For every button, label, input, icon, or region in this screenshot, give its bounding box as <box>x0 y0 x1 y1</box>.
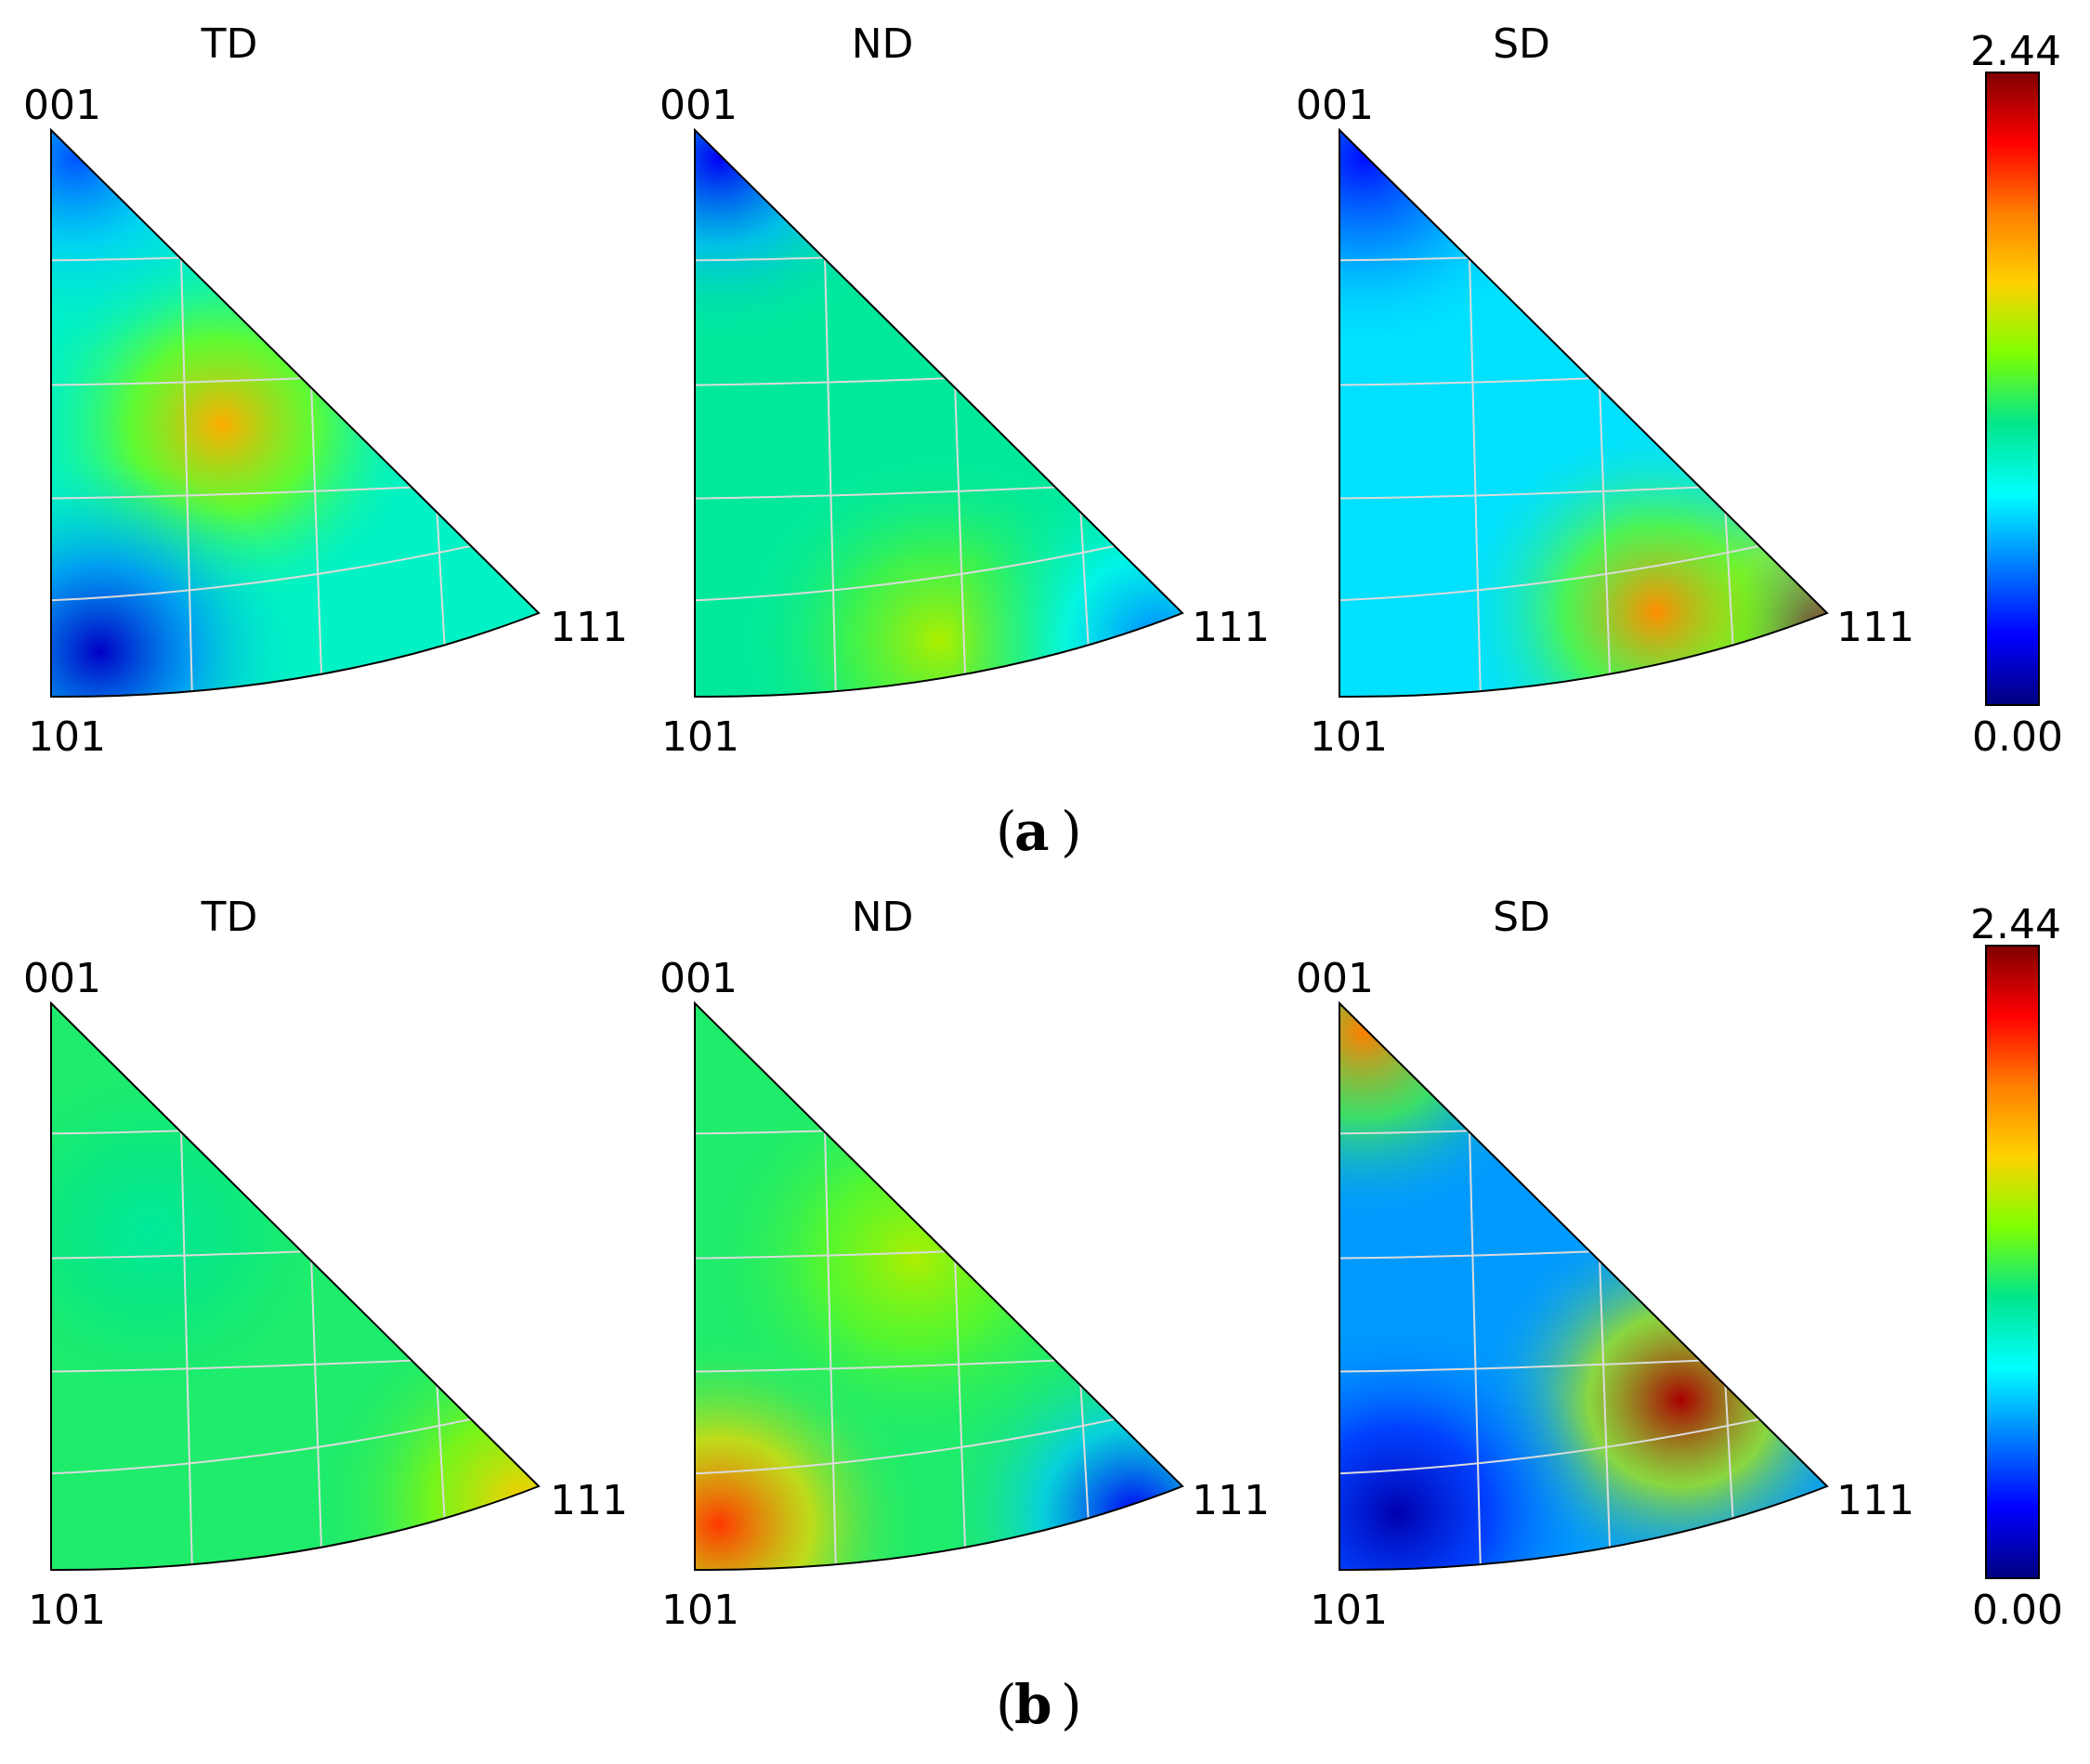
ipf-density-field <box>1339 130 1827 698</box>
ipf-title: TD <box>201 20 258 68</box>
density-hotspot <box>1451 419 1827 698</box>
colorbar-gradient <box>1985 945 2040 1579</box>
ipf-plot-a-td: TD 001 101 111 <box>23 20 628 761</box>
colorbar-min-label: 0.00 <box>1972 1587 2063 1634</box>
colorbar-max-label: 2.44 <box>1970 901 2061 948</box>
ipf-title: ND <box>852 20 914 68</box>
ipf-title: TD <box>201 894 258 941</box>
panel-a: TD 001 101 111 ND 001 101 111 SD 001 101… <box>23 20 2063 863</box>
corner-label-101: 101 <box>28 1587 106 1634</box>
density-hotspot <box>709 1065 1119 1451</box>
ipf-triangle-outline <box>50 1000 541 1572</box>
ipf-plot-b-nd: ND 001 101 111 <box>660 894 1270 1634</box>
ipf-density-field <box>695 130 1182 698</box>
ipf-triangle-outline <box>50 127 541 699</box>
corner-label-001: 001 <box>1296 955 1374 1002</box>
density-hotspot <box>1339 1320 1603 1571</box>
ipf-plot-a-sd: SD 001 101 111 <box>1296 20 1914 761</box>
ipf-title: SD <box>1493 894 1550 941</box>
colorbar-a: 2.44 0.00 <box>1970 28 2063 761</box>
ipf-title: SD <box>1493 20 1550 68</box>
panel-letter: b <box>1014 1673 1052 1736</box>
panel-b: TD 001 101 111 ND 001 101 111 SD 001 101… <box>23 894 2063 1736</box>
corner-label-001: 001 <box>660 82 738 129</box>
ipf-triangle-outline <box>694 1000 1184 1572</box>
panel-letter: a <box>1014 800 1050 863</box>
ipf-title: ND <box>852 894 914 941</box>
corner-label-001: 001 <box>1296 82 1374 129</box>
corner-label-101: 101 <box>661 1587 739 1634</box>
corner-label-101: 101 <box>661 713 739 761</box>
corner-label-101: 101 <box>1310 713 1388 761</box>
ipf-plot-b-td: TD 001 101 111 <box>23 894 628 1634</box>
svg-text:): ) <box>1061 800 1082 863</box>
ipf-plot-a-nd: ND 001 101 111 <box>660 20 1270 761</box>
svg-text:): ) <box>1061 1673 1082 1736</box>
corner-label-111: 111 <box>550 604 628 651</box>
corner-label-111: 111 <box>1836 1477 1914 1524</box>
corner-label-001: 001 <box>23 82 101 129</box>
ipf-triangle-outline <box>694 127 1184 699</box>
colorbar-gradient <box>1985 72 2040 706</box>
colorbar-max-label: 2.44 <box>1970 28 2061 75</box>
corner-label-111: 111 <box>1192 1477 1270 1524</box>
svg-text:(: ( <box>996 1673 1017 1736</box>
ipf-density-field <box>1339 1003 1827 1571</box>
ipf-plot-b-sd: SD 001 101 111 <box>1296 894 1914 1634</box>
density-hotspot <box>319 1309 539 1571</box>
panel-caption-b: ( b ) <box>996 1673 1082 1736</box>
density-hotspot <box>51 458 305 698</box>
corner-label-001: 001 <box>660 955 738 1002</box>
ipf-density-field <box>51 1003 539 1571</box>
corner-label-111: 111 <box>1192 604 1270 651</box>
corner-label-111: 111 <box>1836 604 1914 651</box>
density-hotspot <box>953 447 1182 698</box>
panel-caption-a: ( a ) <box>996 800 1082 863</box>
svg-text:(: ( <box>996 800 1017 863</box>
corner-label-101: 101 <box>28 713 106 761</box>
ipf-density-field <box>695 1003 1182 1571</box>
corner-label-111: 111 <box>550 1477 628 1524</box>
corner-label-101: 101 <box>1310 1587 1388 1634</box>
colorbar-min-label: 0.00 <box>1972 713 2063 761</box>
colorbar-b: 2.44 0.00 <box>1970 901 2063 1634</box>
ipf-triangle-outline <box>1339 127 1829 699</box>
ipf-triangle-outline <box>1339 1000 1829 1572</box>
corner-label-001: 001 <box>23 955 101 1002</box>
